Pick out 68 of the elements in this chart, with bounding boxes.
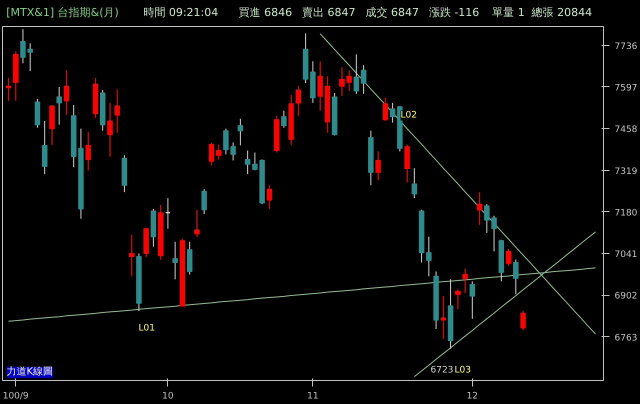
annotation: L01 [138, 324, 155, 334]
candlestick [42, 120, 48, 175]
candlestick [208, 142, 214, 166]
candlestick [491, 215, 497, 252]
candlestick [412, 168, 418, 199]
candlestick [513, 259, 519, 295]
candlestick [223, 128, 229, 155]
candlestick [49, 105, 55, 145]
chart-title: [MTX&1] 台指期&(月) [6, 6, 119, 20]
candlestick [476, 192, 482, 226]
candlestick [266, 184, 272, 210]
candlestick [360, 64, 366, 94]
candlestick [440, 296, 446, 340]
candlestick [230, 142, 236, 161]
candlestick [107, 102, 113, 157]
y-tick-label: 6763 [614, 333, 638, 344]
candlestick [462, 268, 468, 294]
text: 漲跌 -116 [428, 6, 480, 20]
text: 買進 6846 [238, 6, 292, 20]
y-tick-label: 6902 [614, 292, 638, 302]
candlestick [346, 70, 352, 92]
candlestick [354, 54, 360, 94]
candlestick [6, 78, 12, 102]
candlestick [404, 144, 410, 183]
y-tick-label: 7736 [614, 42, 638, 52]
candlestick [34, 98, 40, 128]
candlestick [20, 28, 26, 64]
annotation: L03 [454, 366, 471, 376]
candlestick [64, 70, 70, 116]
y-tick-label: 7319 [614, 166, 638, 177]
text: 賣出 6847 [302, 6, 356, 20]
text: 力道K線圖 [6, 366, 54, 378]
candlestick [339, 66, 345, 96]
candlestick [27, 42, 33, 72]
annotation: L02 [400, 110, 417, 120]
text: 單量 1 [492, 6, 525, 20]
candlestick [201, 188, 207, 214]
candlestick [114, 88, 120, 134]
y-tick-label: 7597 [614, 83, 638, 94]
candlestick [85, 131, 91, 171]
y-tick-label: 7180 [614, 208, 638, 218]
candlestick [194, 209, 200, 238]
x-tick-label: 11 [307, 392, 319, 402]
candlestick [186, 241, 192, 275]
candlestick [484, 204, 490, 234]
candlestick [296, 86, 302, 116]
candlestick [238, 118, 244, 146]
x-tick-label: 12 [466, 392, 478, 402]
candlestick [426, 236, 432, 277]
x-tick-label: 10 [162, 392, 174, 402]
candlestick [216, 144, 222, 160]
text: 成交 6847 [365, 6, 419, 20]
y-tick-label: 7041 [614, 250, 638, 260]
candlestick [382, 97, 388, 122]
candlestick [470, 280, 476, 320]
candlestick [172, 241, 178, 280]
text: 總張 20844 [530, 6, 592, 20]
text: 時間 09:21:04 [143, 6, 218, 20]
annotation: 6723 [430, 366, 454, 376]
candlestick [128, 234, 134, 277]
y-tick-label: 7458 [614, 125, 638, 136]
x-tick-label: 100/9 [2, 392, 29, 402]
candlestick [455, 288, 461, 310]
candlestick [281, 110, 287, 128]
candlestick [520, 310, 526, 330]
candlestick [506, 248, 512, 266]
candlestick [56, 86, 62, 126]
candlestick [375, 150, 381, 181]
